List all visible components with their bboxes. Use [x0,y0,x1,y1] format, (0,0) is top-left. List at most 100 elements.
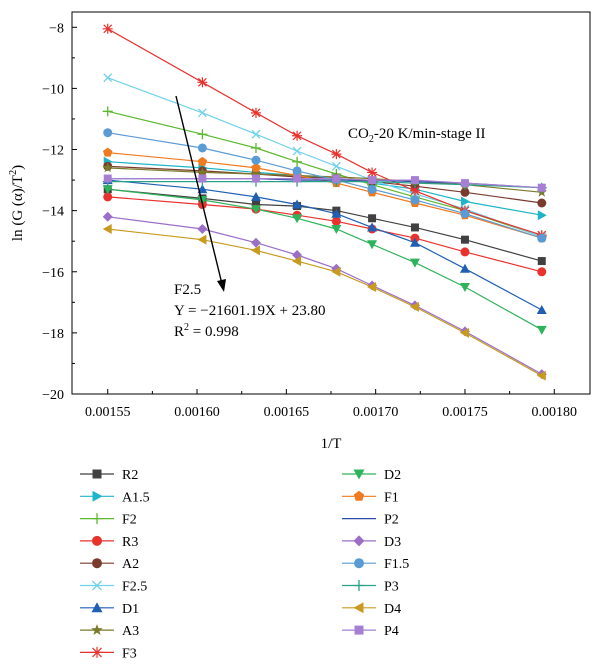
data-point [460,209,470,219]
data-point [459,263,470,273]
legend-label: P3 [384,580,399,595]
fit-equation: Y = −21601.19X + 23.80 [174,303,326,319]
data-point [460,196,470,207]
data-point [292,214,303,224]
data-point [537,267,547,277]
annotation-title: CO2-20 K/min-stage II [348,126,485,145]
legend-label: F2 [122,513,137,528]
y-tick-label: −18 [42,327,64,342]
data-point [536,304,547,314]
legend-entry: A1.5 [80,490,150,505]
data-point [103,128,113,138]
data-point [102,147,113,157]
data-point [367,184,377,194]
data-point [251,155,261,165]
data-point [91,646,103,658]
legend-label: F2.5 [122,580,147,595]
data-point [197,143,207,153]
x-tick-label: 0.00155 [85,405,131,420]
data-point [197,166,208,177]
y-tick-label: −20 [42,388,64,403]
data-point [92,535,102,546]
data-point [91,513,103,525]
legend-entry: D2 [342,468,401,483]
data-point [331,266,341,277]
data-point [102,23,113,34]
legend-entry: D3 [342,535,401,550]
data-point [91,624,103,635]
data-point [197,223,208,234]
data-point [92,490,103,502]
data-point [331,224,342,234]
data-point [331,208,342,218]
data-point [332,174,341,183]
data-point [250,245,260,256]
data-point [460,187,470,197]
data-point [102,223,112,234]
y-tick-label: −16 [42,266,64,281]
data-point [102,162,113,173]
data-point [410,176,419,185]
data-point [197,195,208,205]
data-point [292,130,303,141]
data-point [102,185,113,195]
y-tick-label: −14 [42,205,64,220]
data-point [91,602,103,613]
y-tick-label: −10 [42,82,64,97]
data-point [460,247,470,257]
data-point [292,256,302,267]
x-tick-label: 0.00170 [353,405,399,420]
data-point [368,176,377,185]
data-point [537,183,546,192]
data-point [92,580,102,591]
data-point [460,179,469,188]
legend-label: A2 [122,557,139,572]
data-point [354,625,364,635]
y-tick-label: −8 [49,21,64,36]
data-point [292,166,302,176]
legend-label: P2 [384,513,399,528]
legend-label: D4 [384,602,401,617]
plot-area [71,11,591,395]
data-point [537,257,546,266]
data-point [537,198,547,208]
data-point [92,469,102,479]
trend-arrow-head [217,279,226,292]
data-point [353,490,365,501]
legend-entry: R2 [80,468,138,483]
data-point [103,192,113,202]
data-point [331,216,341,226]
data-point [250,168,262,179]
data-point [250,237,261,248]
data-point [250,205,261,215]
trend-arrow-line [175,95,223,285]
y-tick-label: −12 [42,144,64,159]
legend-label: P4 [384,624,399,639]
data-point [460,235,469,244]
data-point [331,161,341,171]
legend-label: F1.5 [384,557,409,572]
data-point [367,282,377,293]
data-point [367,240,378,250]
fit-name: F2.5 [174,282,201,298]
legend-label: A1.5 [122,490,150,505]
data-point [353,535,365,547]
data-point [409,301,419,312]
data-point [197,108,207,118]
data-point [367,222,378,232]
legend-label: F1 [384,490,399,505]
data-point [331,149,342,160]
data-point [197,77,208,88]
data-point [459,327,469,338]
legend-entry: D4 [342,602,401,617]
legend-entry: A3 [80,624,139,639]
data-point [459,283,470,293]
data-point [537,210,547,221]
series-d4 [102,223,546,381]
data-point [353,602,364,614]
legend-entry: R3 [80,535,138,550]
data-point [537,233,547,243]
series-d2 [102,185,547,335]
data-point [251,129,261,139]
